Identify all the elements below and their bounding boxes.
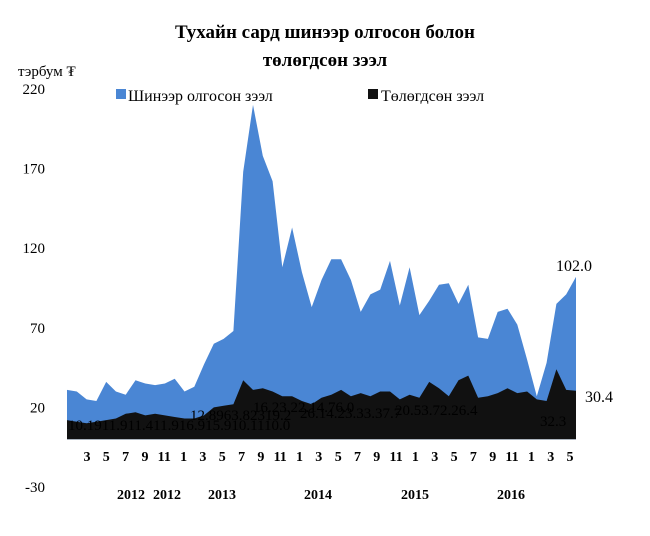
area-new-loans — [67, 104, 576, 440]
year-label: 2016 — [497, 488, 525, 503]
x-tick-label: 1 — [528, 450, 535, 465]
y-tick-label: 20 — [30, 400, 45, 416]
y-tick-label: -30 — [25, 480, 45, 496]
data-label-row: 20.53.72.26.4 — [395, 403, 478, 419]
legend-label-new-loans: Шинээр олгосон зээл — [128, 88, 273, 105]
x-tick-label: 9 — [142, 450, 149, 465]
y-axis-unit: тэрбум ₮ — [18, 64, 76, 80]
area-repaid-loans — [67, 369, 576, 440]
x-tick-label: 5 — [567, 450, 574, 465]
x-tick-label: 9 — [489, 450, 496, 465]
year-label: 2012 — [153, 488, 181, 503]
chart-areas — [67, 104, 576, 440]
data-label-row: 12.8963.82319.2 — [190, 408, 291, 424]
y-axis-ticks: 220 170 120 70 20 -30 — [23, 82, 46, 496]
x-tick-label: 1 — [296, 450, 303, 465]
end-label-new-loans: 102.0 — [556, 258, 592, 275]
legend-swatch-new-loans — [116, 89, 126, 99]
x-tick-label: 9 — [373, 450, 380, 465]
y-tick-label: 220 — [23, 82, 46, 98]
x-tick-label: 7 — [238, 450, 245, 465]
y-tick-label: 70 — [30, 321, 45, 337]
x-tick-label: 11 — [505, 450, 518, 465]
x-tick-label: 3 — [431, 450, 438, 465]
x-tick-label: 5 — [335, 450, 342, 465]
x-tick-label: 5 — [219, 450, 226, 465]
x-tick-label: 11 — [389, 450, 402, 465]
legend: Шинээр олгосон зээл Төлөгдсөн зээл — [116, 88, 484, 105]
chart-title-line1: Тухайн сард шинээр олгосон болон — [175, 22, 475, 43]
year-label: 2013 — [208, 488, 236, 503]
legend-swatch-repaid-loans — [368, 89, 378, 99]
year-label: 2015 — [401, 488, 429, 503]
y-tick-label: 170 — [23, 162, 46, 178]
x-tick-label: 7 — [354, 450, 361, 465]
chart-title-line2: төлөгдсөн зээл — [263, 50, 388, 71]
data-label-row: 16.23.22.14.76.0 — [253, 400, 354, 416]
x-tick-label: 1 — [180, 450, 187, 465]
x-tick-label: 11 — [158, 450, 171, 465]
legend-label-repaid-loans: Төлөгдсөн зээл — [381, 88, 484, 105]
x-tick-label: 3 — [315, 450, 322, 465]
x-tick-label: 3 — [84, 450, 91, 465]
x-tick-label: 7 — [470, 450, 477, 465]
year-label: 2012 — [117, 488, 145, 503]
year-labels: 2012 2012 2013 2014 2015 2016 — [117, 488, 525, 503]
data-label-row: 26.14.23.33.37.7 — [300, 406, 402, 422]
data-label-row: 10.1911.911.411.916.915.910.1110.0 — [68, 418, 290, 434]
data-label-row: 32.3 — [540, 414, 566, 430]
x-axis-ticks: 3 5 7 9 11 1 3 5 7 9 11 1 3 5 7 9 11 1 3 5 7 9 11 1 3 5 — [84, 450, 574, 465]
y-tick-label: 120 — [23, 241, 46, 257]
x-tick-label: 3 — [199, 450, 206, 465]
x-tick-label: 7 — [122, 450, 129, 465]
year-label: 2014 — [304, 488, 332, 503]
x-tick-label: 5 — [103, 450, 110, 465]
x-tick-label: 1 — [412, 450, 419, 465]
x-tick-label: 11 — [274, 450, 287, 465]
end-label-repaid-loans: 30.4 — [585, 389, 613, 406]
x-tick-label: 3 — [547, 450, 554, 465]
x-tick-label: 9 — [257, 450, 264, 465]
x-tick-label: 5 — [451, 450, 458, 465]
data-labels: 10.1911.911.411.916.915.910.1110.012.896… — [68, 400, 566, 434]
